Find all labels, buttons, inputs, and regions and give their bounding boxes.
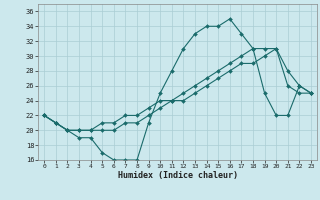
X-axis label: Humidex (Indice chaleur): Humidex (Indice chaleur) (118, 171, 238, 180)
